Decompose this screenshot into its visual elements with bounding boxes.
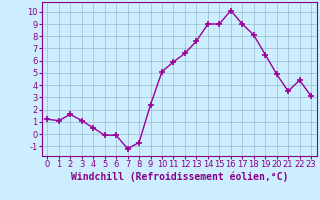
X-axis label: Windchill (Refroidissement éolien,°C): Windchill (Refroidissement éolien,°C) — [70, 172, 288, 182]
